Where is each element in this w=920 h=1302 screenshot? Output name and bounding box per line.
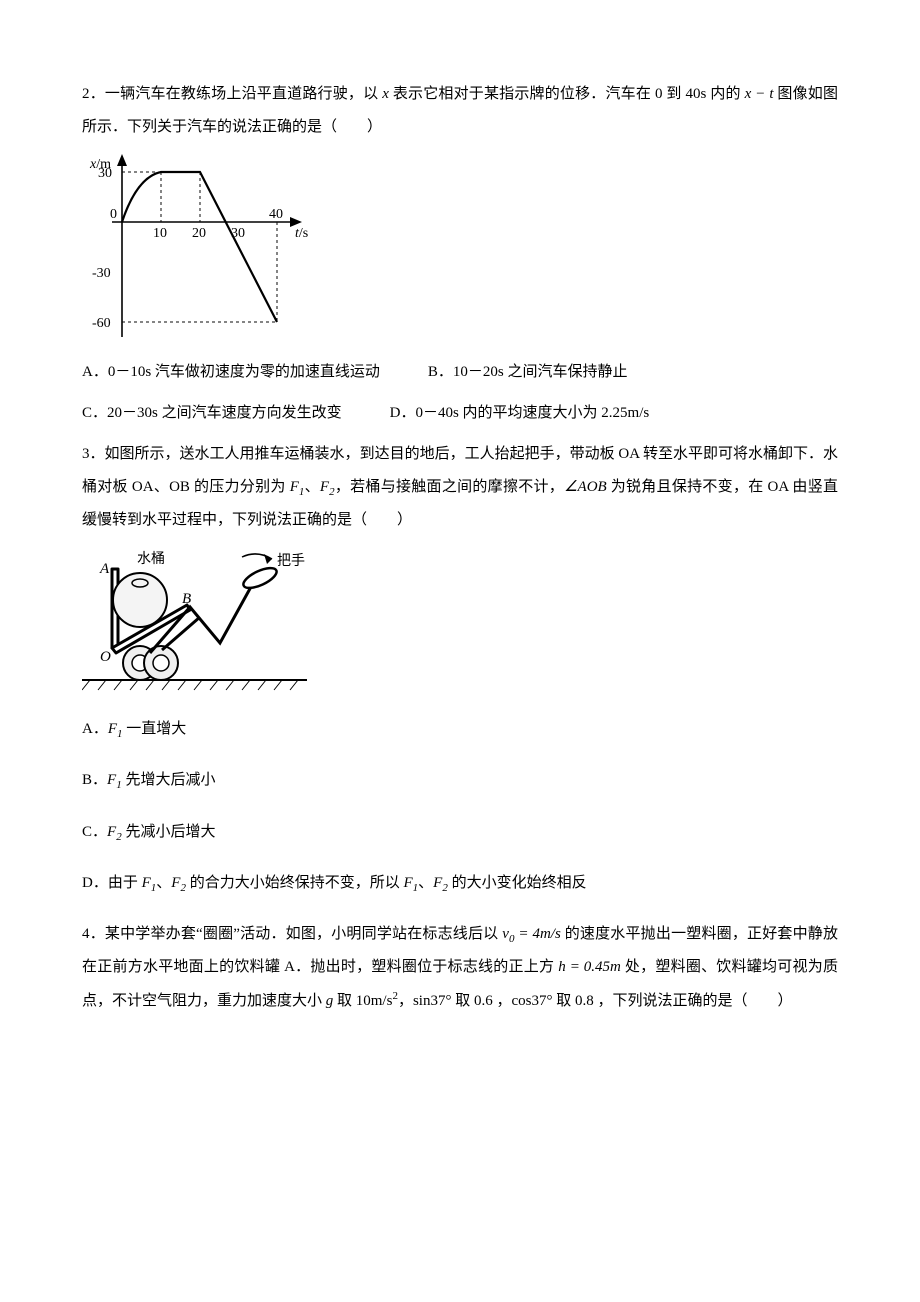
q3c-var: F2 — [107, 824, 122, 840]
q2-text-b: 表示它相对于某指示牌的位移．汽车在 0 到 40s 内的 — [389, 86, 745, 102]
ytick-0: 0 — [110, 207, 117, 222]
q3-f2: F2 — [320, 479, 335, 495]
label-bucket: 水桶 — [137, 551, 165, 567]
q3-f1: F1 — [290, 479, 305, 495]
q3c-pre: C． — [82, 824, 107, 840]
xtick-20: 20 — [192, 226, 206, 241]
q3a-var: F1 — [108, 721, 123, 737]
q3-option-c: C．F2 先减小后增大 — [82, 816, 838, 849]
q3d-post: 的大小变化始终相反 — [448, 875, 587, 891]
q3d-pre: D．由于 — [82, 875, 142, 891]
q3b-post: 先增大后减小 — [122, 772, 216, 788]
ytick-n30: -30 — [92, 266, 111, 281]
q3d-f1b: F1 — [403, 875, 418, 891]
q3d-m1: 、 — [156, 875, 171, 891]
q2-option-a: A．0－10s 汽车做初速度为零的加速直线运动 — [82, 356, 380, 389]
q3-text-b: ，若桶与接触面之间的摩擦不计， — [335, 479, 564, 495]
q2-options-row1: A．0－10s 汽车做初速度为零的加速直线运动 B．10－20s 之间汽车保持静… — [82, 356, 838, 389]
q3-diagram: 水桶 把手 A B O — [82, 545, 838, 695]
x-axis-label: t/s — [295, 226, 308, 241]
q3d-f2b: F2 — [433, 875, 448, 891]
q3a-pre: A． — [82, 721, 108, 737]
label-A: A — [99, 561, 110, 577]
q3-option-a: A．F1 一直增大 — [82, 713, 838, 746]
q3-stem: 3．如图所示，送水工人用推车运桶装水，到达目的地后，工人抬起把手，带动板 OA … — [82, 438, 838, 537]
q2-option-d: D．0－40s 内的平均速度大小为 2.25m/s — [390, 397, 650, 430]
xtick-10: 10 — [153, 226, 167, 241]
q2-option-c: C．20－30s 之间汽车速度方向发生改变 — [82, 397, 342, 430]
cart-diagram-svg: 水桶 把手 A B O — [82, 545, 312, 695]
exam-page: 2．一辆汽车在教练场上沿平直道路行驶，以 x 表示它相对于某指示牌的位移．汽车在… — [0, 0, 920, 1084]
q2-options-row2: C．20－30s 之间汽车速度方向发生改变 D．0－40s 内的平均速度大小为 … — [82, 397, 838, 430]
label-B: B — [182, 591, 191, 607]
q3c-post: 先减小后增大 — [122, 824, 216, 840]
q2-graph: x/m t/s 30 0 -30 -60 10 20 30 40 — [82, 152, 838, 342]
xtick-30: 30 — [231, 226, 245, 241]
q3d-f2: F2 — [171, 875, 186, 891]
xtick-40: 40 — [269, 207, 283, 222]
q4-d: ，sin37° 取 0.6 ，cos37° 取 0.8 ，下列说法正确的是（ ） — [398, 993, 793, 1009]
q4-number: 4． — [82, 926, 105, 942]
q4-gval: 取 10m/s2 — [333, 993, 398, 1009]
q2-text-a: 一辆汽车在教练场上沿平直道路行驶，以 — [105, 86, 382, 102]
q3-option-d: D．由于 F1、F2 的合力大小始终保持不变，所以 F1、F2 的大小变化始终相… — [82, 867, 838, 900]
q4-stem: 4．某中学举办套“圈圈”活动．如图，小明同学站在标志线后以 v0 = 4m/s … — [82, 918, 838, 1018]
q2-option-b: B．10－20s 之间汽车保持静止 — [428, 356, 628, 389]
q4-h: h = 0.45m — [558, 959, 621, 975]
q2-number: 2． — [82, 86, 105, 102]
label-O: O — [100, 649, 111, 665]
q3-option-b: B．F1 先增大后减小 — [82, 764, 838, 797]
q4-v0: v0 = 4m/s — [502, 926, 561, 942]
q2-stem: 2．一辆汽车在教练场上沿平直道路行驶，以 x 表示它相对于某指示牌的位移．汽车在… — [82, 78, 838, 144]
q3a-post: 一直增大 — [123, 721, 187, 737]
q4-a: 某中学举办套“圈圈”活动．如图，小明同学站在标志线后以 — [105, 926, 502, 942]
q3-number: 3． — [82, 446, 105, 462]
q3-sep1: 、 — [304, 479, 320, 495]
label-handle: 把手 — [277, 553, 305, 569]
xt-graph-svg: x/m t/s 30 0 -30 -60 10 20 30 40 — [82, 152, 312, 342]
q3d-f1: F1 — [142, 875, 157, 891]
q3b-pre: B． — [82, 772, 107, 788]
ytick-30: 30 — [98, 166, 112, 181]
q3d-m3: 、 — [418, 875, 433, 891]
q2-var-xt: x − t — [745, 86, 774, 102]
q2-var-x: x — [382, 86, 389, 102]
q3d-m2: 的合力大小始终保持不变，所以 — [186, 875, 404, 891]
ytick-n60: -60 — [92, 316, 111, 331]
q3b-var: F1 — [107, 772, 122, 788]
q3-angle: ∠AOB — [564, 479, 607, 495]
